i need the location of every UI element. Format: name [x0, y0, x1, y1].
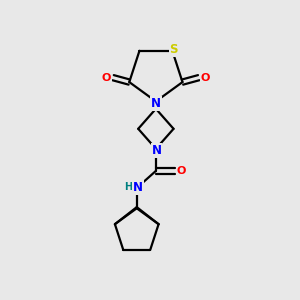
Text: S: S [169, 43, 178, 56]
Text: N: N [152, 144, 161, 157]
Text: O: O [200, 73, 210, 83]
Text: H: H [124, 182, 133, 192]
Text: O: O [177, 166, 186, 176]
Text: O: O [102, 73, 111, 83]
Text: N: N [151, 97, 161, 110]
Text: N: N [133, 181, 143, 194]
